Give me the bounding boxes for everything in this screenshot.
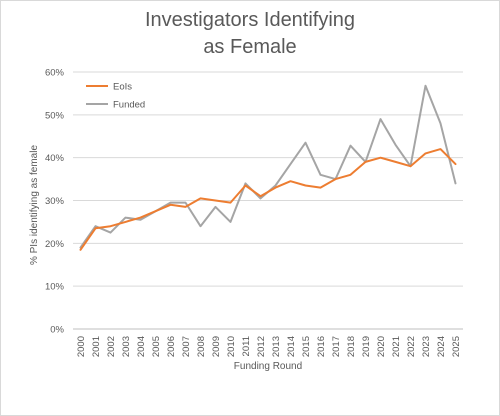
x-tick-label: 2012	[256, 336, 267, 357]
x-tick-label: 2004	[136, 336, 147, 357]
legend-label-eois: EoIs	[113, 82, 132, 93]
y-tick-label: 40%	[45, 153, 65, 164]
y-tick-label: 30%	[45, 196, 65, 207]
x-tick-label: 2010	[226, 336, 237, 357]
x-tick-label: 2002	[106, 336, 117, 357]
chart-title-line1: Investigators Identifying	[145, 9, 355, 31]
y-tick-label: 0%	[50, 325, 64, 336]
series-lines	[79, 84, 457, 251]
x-tick-label: 2000	[76, 336, 87, 357]
x-tick-label: 2022	[406, 336, 417, 357]
x-tick-label: 2025	[451, 336, 462, 357]
legend: EoIs Funded	[86, 82, 145, 111]
gridlines	[73, 71, 463, 330]
x-axis-title: Funding Round	[234, 361, 302, 372]
x-tick-label: 2018	[346, 336, 357, 357]
y-tick-label: 20%	[45, 239, 65, 250]
x-tick-label: 2013	[271, 336, 282, 357]
x-tick-label: 2016	[316, 336, 327, 357]
x-tick-label: 2001	[91, 336, 102, 357]
x-tick-label: 2011	[241, 336, 252, 356]
x-tick-label: 2021	[391, 336, 402, 357]
y-axis-ticks: 0% 10% 20% 30% 40% 50% 60%	[45, 68, 65, 336]
x-tick-label: 2023	[421, 336, 432, 357]
chart-title-line2: as Female	[203, 36, 296, 58]
x-tick-label: 2020	[376, 336, 387, 357]
x-tick-label: 2017	[331, 336, 342, 357]
y-axis-title: % PIs identifying as female	[29, 145, 40, 265]
x-tick-label: 2005	[151, 336, 162, 357]
y-tick-label: 50%	[45, 110, 65, 121]
x-axis-ticks: 2000 2001 2002 2003 2004 2005 2006 2007 2008 2009…	[76, 336, 462, 357]
x-tick-label: 2003	[121, 336, 132, 357]
x-tick-label: 2014	[286, 336, 297, 357]
series-line-eois	[79, 148, 457, 251]
x-tick-label: 2007	[181, 336, 192, 357]
x-tick-label: 2006	[166, 336, 177, 357]
x-tick-label: 2024	[436, 336, 447, 357]
legend-label-funded: Funded	[113, 100, 145, 111]
y-tick-label: 10%	[45, 282, 65, 293]
x-tick-label: 2015	[301, 336, 312, 357]
x-tick-label: 2009	[211, 336, 222, 357]
y-tick-label: 60%	[45, 68, 65, 79]
x-tick-label: 2019	[361, 336, 372, 357]
x-tick-label: 2008	[196, 336, 207, 357]
